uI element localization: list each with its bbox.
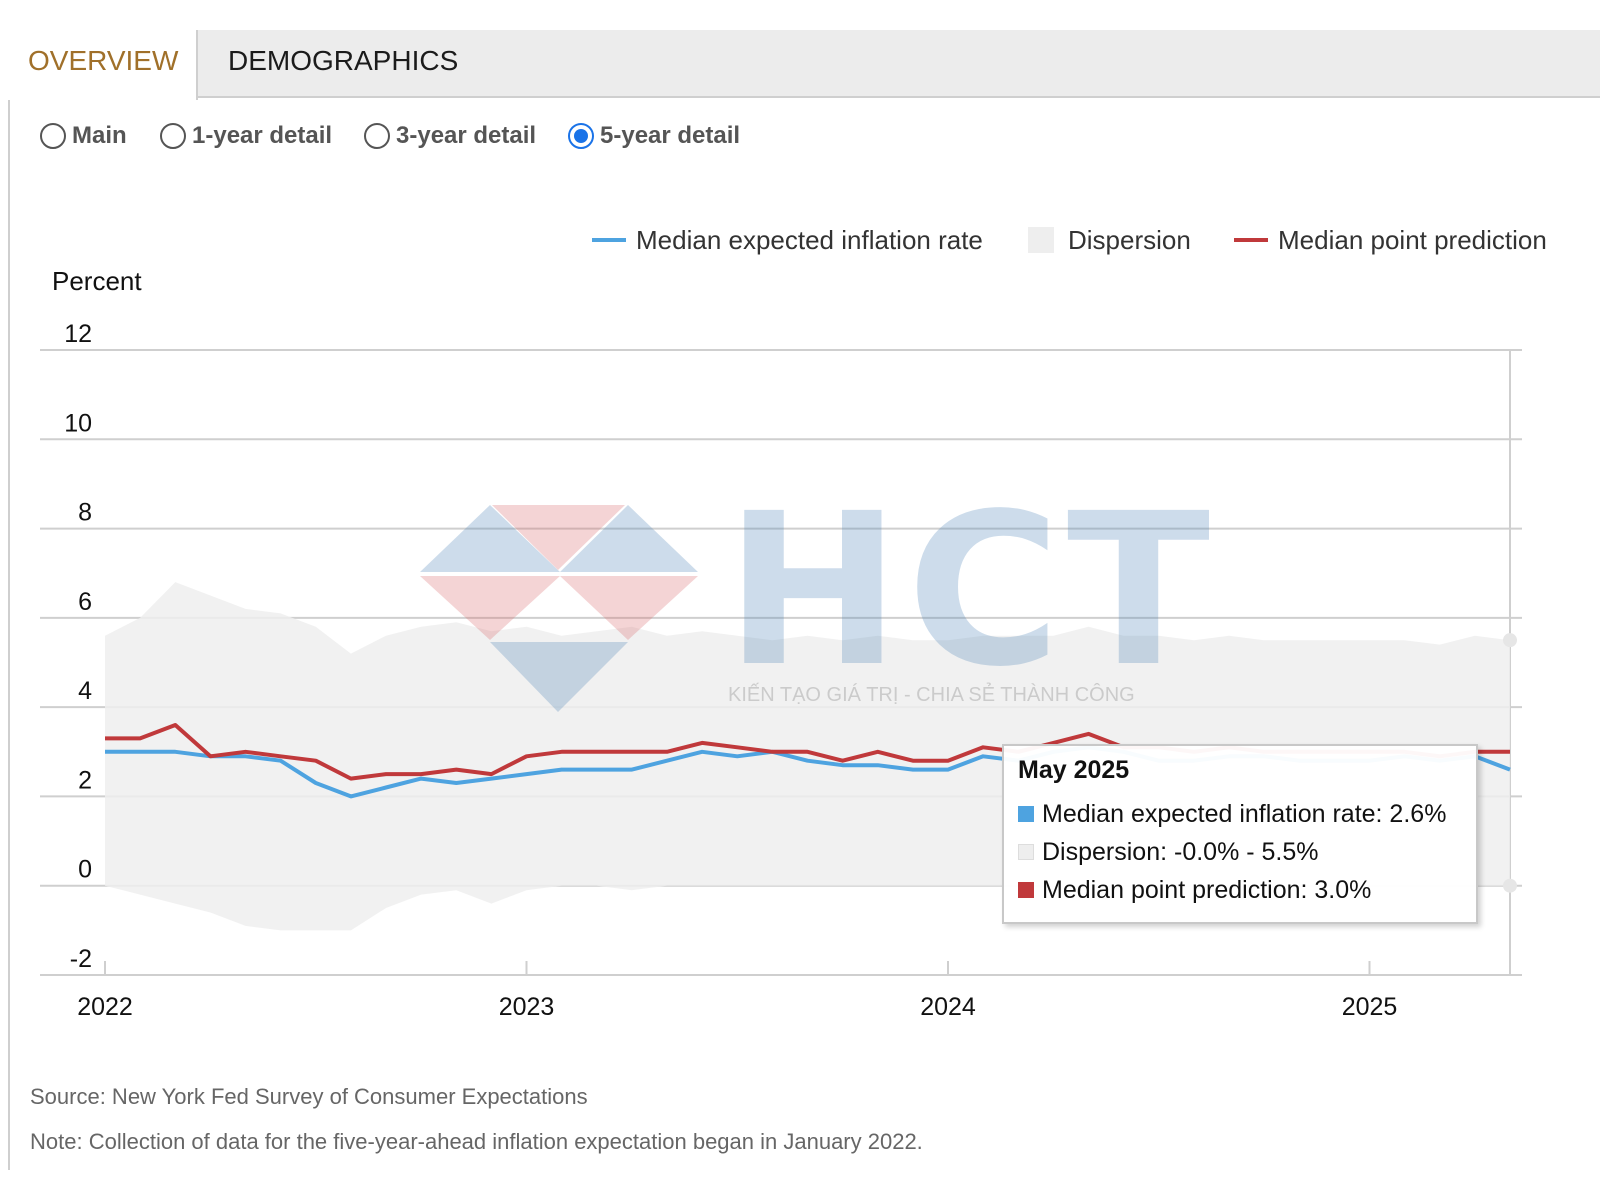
tooltip-point-text: Median point prediction: 3.0% (1042, 875, 1372, 904)
series-points (1503, 633, 1517, 893)
tab-bar: OVERVIEW DEMOGRAPHICS (8, 30, 1600, 100)
radio-main[interactable]: Main (40, 118, 127, 154)
chart-svg: -2 0 2 4 6 8 10 12 2022 2023 2024 2025 (40, 320, 1522, 1021)
tooltip-swatch-icon (1018, 844, 1034, 860)
legend-item-point[interactable]: Median point prediction (1234, 222, 1547, 258)
legend-line-icon (592, 238, 626, 242)
hover-marker-upper (1503, 633, 1517, 648)
collection-note: Note: Collection of data for the five-ye… (30, 1129, 923, 1154)
y-tick-label: 8 (78, 499, 92, 527)
radio-5-year-detail[interactable]: 5-year detail (568, 118, 740, 154)
y-tick-label: 2 (78, 766, 92, 794)
radio-circle-icon (364, 123, 390, 149)
tooltip-swatch-icon (1018, 882, 1034, 898)
radio-5-year-label: 5-year detail (600, 122, 741, 149)
radio-selected-icon (568, 123, 594, 149)
y-tick-label: 0 (78, 856, 92, 884)
x-tick-label: 2023 (499, 993, 555, 1021)
tooltip-title: May 2025 (1018, 756, 1130, 784)
tooltip-row-dispersion: Dispersion: -0.0% - 5.5% (1018, 833, 1462, 871)
x-tick-label: 2022 (77, 993, 133, 1021)
y-tick-label: 4 (78, 677, 92, 705)
y-tick-label: -2 (70, 945, 92, 973)
radio-3-year-label: 3-year detail (396, 122, 537, 149)
tooltip-row-point: Median point prediction: 3.0% (1018, 871, 1462, 909)
tooltip-median-text: Median expected inflation rate: 2.6% (1042, 799, 1447, 828)
tooltip-swatch-icon (1018, 806, 1034, 822)
legend-item-median[interactable]: Median expected inflation rate (592, 222, 983, 258)
radio-1-year-detail[interactable]: 1-year detail (160, 118, 332, 154)
tooltip-row-median: Median expected inflation rate: 2.6% (1018, 795, 1462, 833)
radio-circle-icon (160, 123, 186, 149)
legend-point-label: Median point prediction (1278, 224, 1547, 255)
legend-area-icon (1028, 227, 1054, 253)
hover-marker-lower (1503, 878, 1517, 893)
legend-line-icon (1234, 238, 1268, 242)
x-tick-labels: 2022 2023 2024 2025 (77, 993, 1397, 1021)
y-tick-labels: -2 0 2 4 6 8 10 12 (64, 320, 92, 973)
source-note: Source: New York Fed Survey of Consumer … (30, 1084, 588, 1109)
radio-3-year-detail[interactable]: 3-year detail (364, 118, 536, 154)
y-tick-label: 6 (78, 588, 92, 616)
tab-overview[interactable]: OVERVIEW (8, 30, 198, 100)
tab-demographics[interactable]: DEMOGRAPHICS (228, 45, 459, 76)
radio-main-label: Main (72, 122, 127, 149)
y-axis-title: Percent (52, 266, 142, 296)
x-tick-label: 2024 (920, 993, 976, 1021)
x-tick-label: 2025 (1342, 993, 1398, 1021)
tooltip-dispersion-text: Dispersion: -0.0% - 5.5% (1042, 837, 1319, 866)
legend-item-dispersion[interactable]: Dispersion (1028, 222, 1191, 258)
y-tick-label: 10 (64, 409, 92, 437)
legend-dispersion-label: Dispersion (1068, 224, 1191, 255)
legend-median-label: Median expected inflation rate (636, 224, 983, 255)
radio-circle-icon (40, 123, 66, 149)
radio-1-year-label: 1-year detail (192, 122, 333, 149)
y-tick-label: 12 (64, 320, 92, 348)
chart-tooltip: May 2025 Median expected inflation rate:… (1002, 744, 1478, 924)
